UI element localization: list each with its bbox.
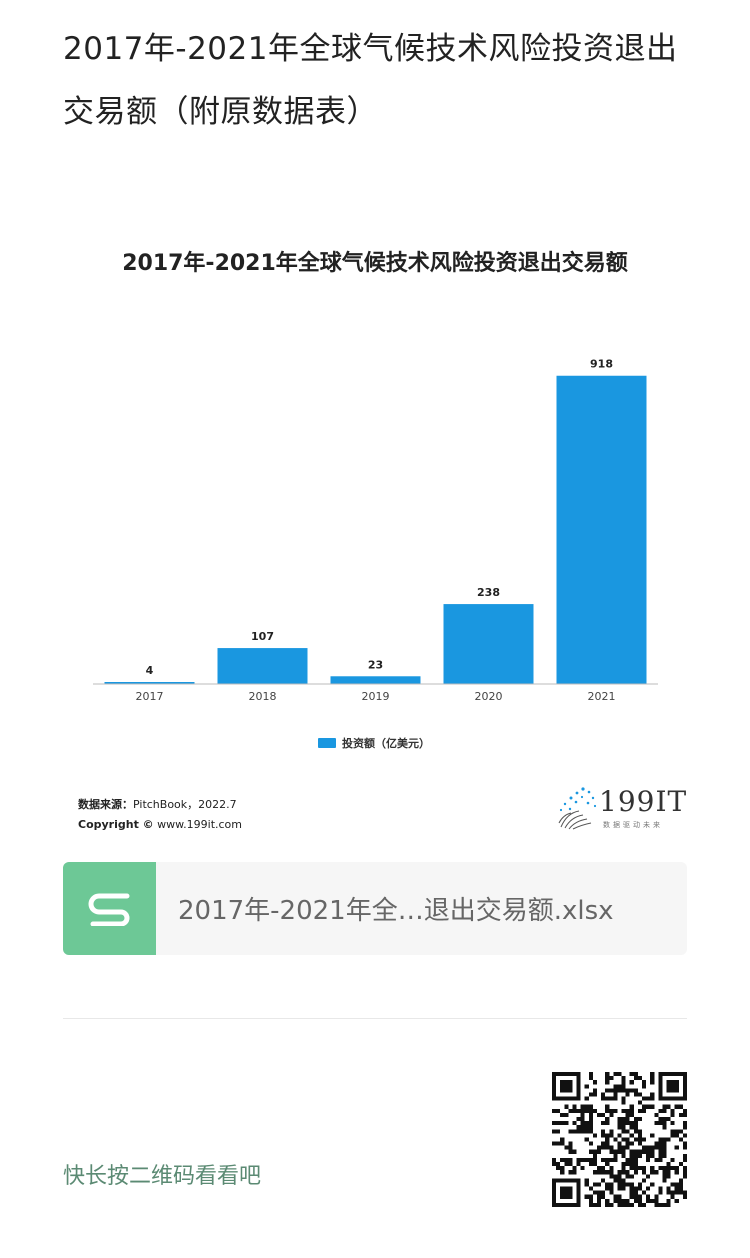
copyright-text: www.199it.com bbox=[153, 818, 242, 831]
chart-image[interactable]: 2017年-2021年全球气候技术风险投资退出交易额 4 2017 107 2018 2… bbox=[63, 225, 687, 845]
qr-code[interactable] bbox=[552, 1072, 687, 1207]
source-label: 数据来源： bbox=[78, 798, 133, 811]
bar-chart: 4 2017 107 2018 23 2019 238 2020 918 2021 bbox=[93, 358, 658, 703]
divider bbox=[63, 1018, 687, 1019]
x-tick-label-2017: 2017 bbox=[136, 690, 164, 703]
x-tick-label-2020: 2020 bbox=[475, 690, 503, 703]
x-tick-label-2021: 2021 bbox=[588, 690, 616, 703]
bar-2021 bbox=[556, 375, 647, 684]
logo-subtitle: 数据驱动未来 bbox=[603, 821, 663, 829]
source-text: PitchBook，2022.7 bbox=[133, 798, 237, 811]
bar-2020 bbox=[443, 604, 534, 684]
bar-2019 bbox=[330, 676, 421, 684]
chart-title: 2017年-2021年全球气候技术风险投资退出交易额 bbox=[122, 251, 628, 276]
legend-label: 投资额（亿美元） bbox=[342, 737, 430, 750]
attachment-filename: 2017年-2021年全…退出交易额.xlsx bbox=[178, 896, 614, 926]
qr-finder-pattern bbox=[552, 1178, 581, 1207]
article-title: 2017年-2021年全球气候技术风险投资退出交易额（附原数据表） bbox=[63, 31, 678, 130]
attachment-file-card[interactable]: 2017年-2021年全…退出交易额.xlsx bbox=[63, 862, 687, 955]
copyright-label: Copyright © bbox=[78, 818, 154, 831]
logo-dandelion-icon bbox=[558, 787, 597, 830]
qr-finder-pattern bbox=[552, 1072, 581, 1101]
chart-source: 数据来源：PitchBook，2022.7 Copyright © www.19… bbox=[78, 795, 242, 835]
x-tick-label-2019: 2019 bbox=[362, 690, 390, 703]
qr-finder-pattern bbox=[658, 1072, 687, 1101]
data-label-2019: 23 bbox=[368, 658, 383, 671]
data-label-2018: 107 bbox=[251, 630, 274, 643]
bar-2017 bbox=[104, 682, 195, 684]
chart-legend: 投资额（亿美元） bbox=[318, 735, 430, 751]
legend-swatch bbox=[318, 738, 336, 748]
data-label-2017: 4 bbox=[146, 664, 154, 677]
199it-logo: 199IT 数据驱动未来 bbox=[553, 783, 686, 833]
qr-modules bbox=[552, 1072, 687, 1207]
logo-text: 199IT bbox=[599, 785, 688, 818]
qr-hint-text: 快长按二维码看看吧 bbox=[63, 1164, 262, 1189]
data-label-2021: 918 bbox=[590, 358, 613, 371]
bar-2018 bbox=[217, 648, 308, 684]
data-label-2020: 238 bbox=[477, 586, 500, 599]
x-tick-label-2018: 2018 bbox=[249, 690, 277, 703]
spreadsheet-s-icon bbox=[63, 862, 156, 955]
